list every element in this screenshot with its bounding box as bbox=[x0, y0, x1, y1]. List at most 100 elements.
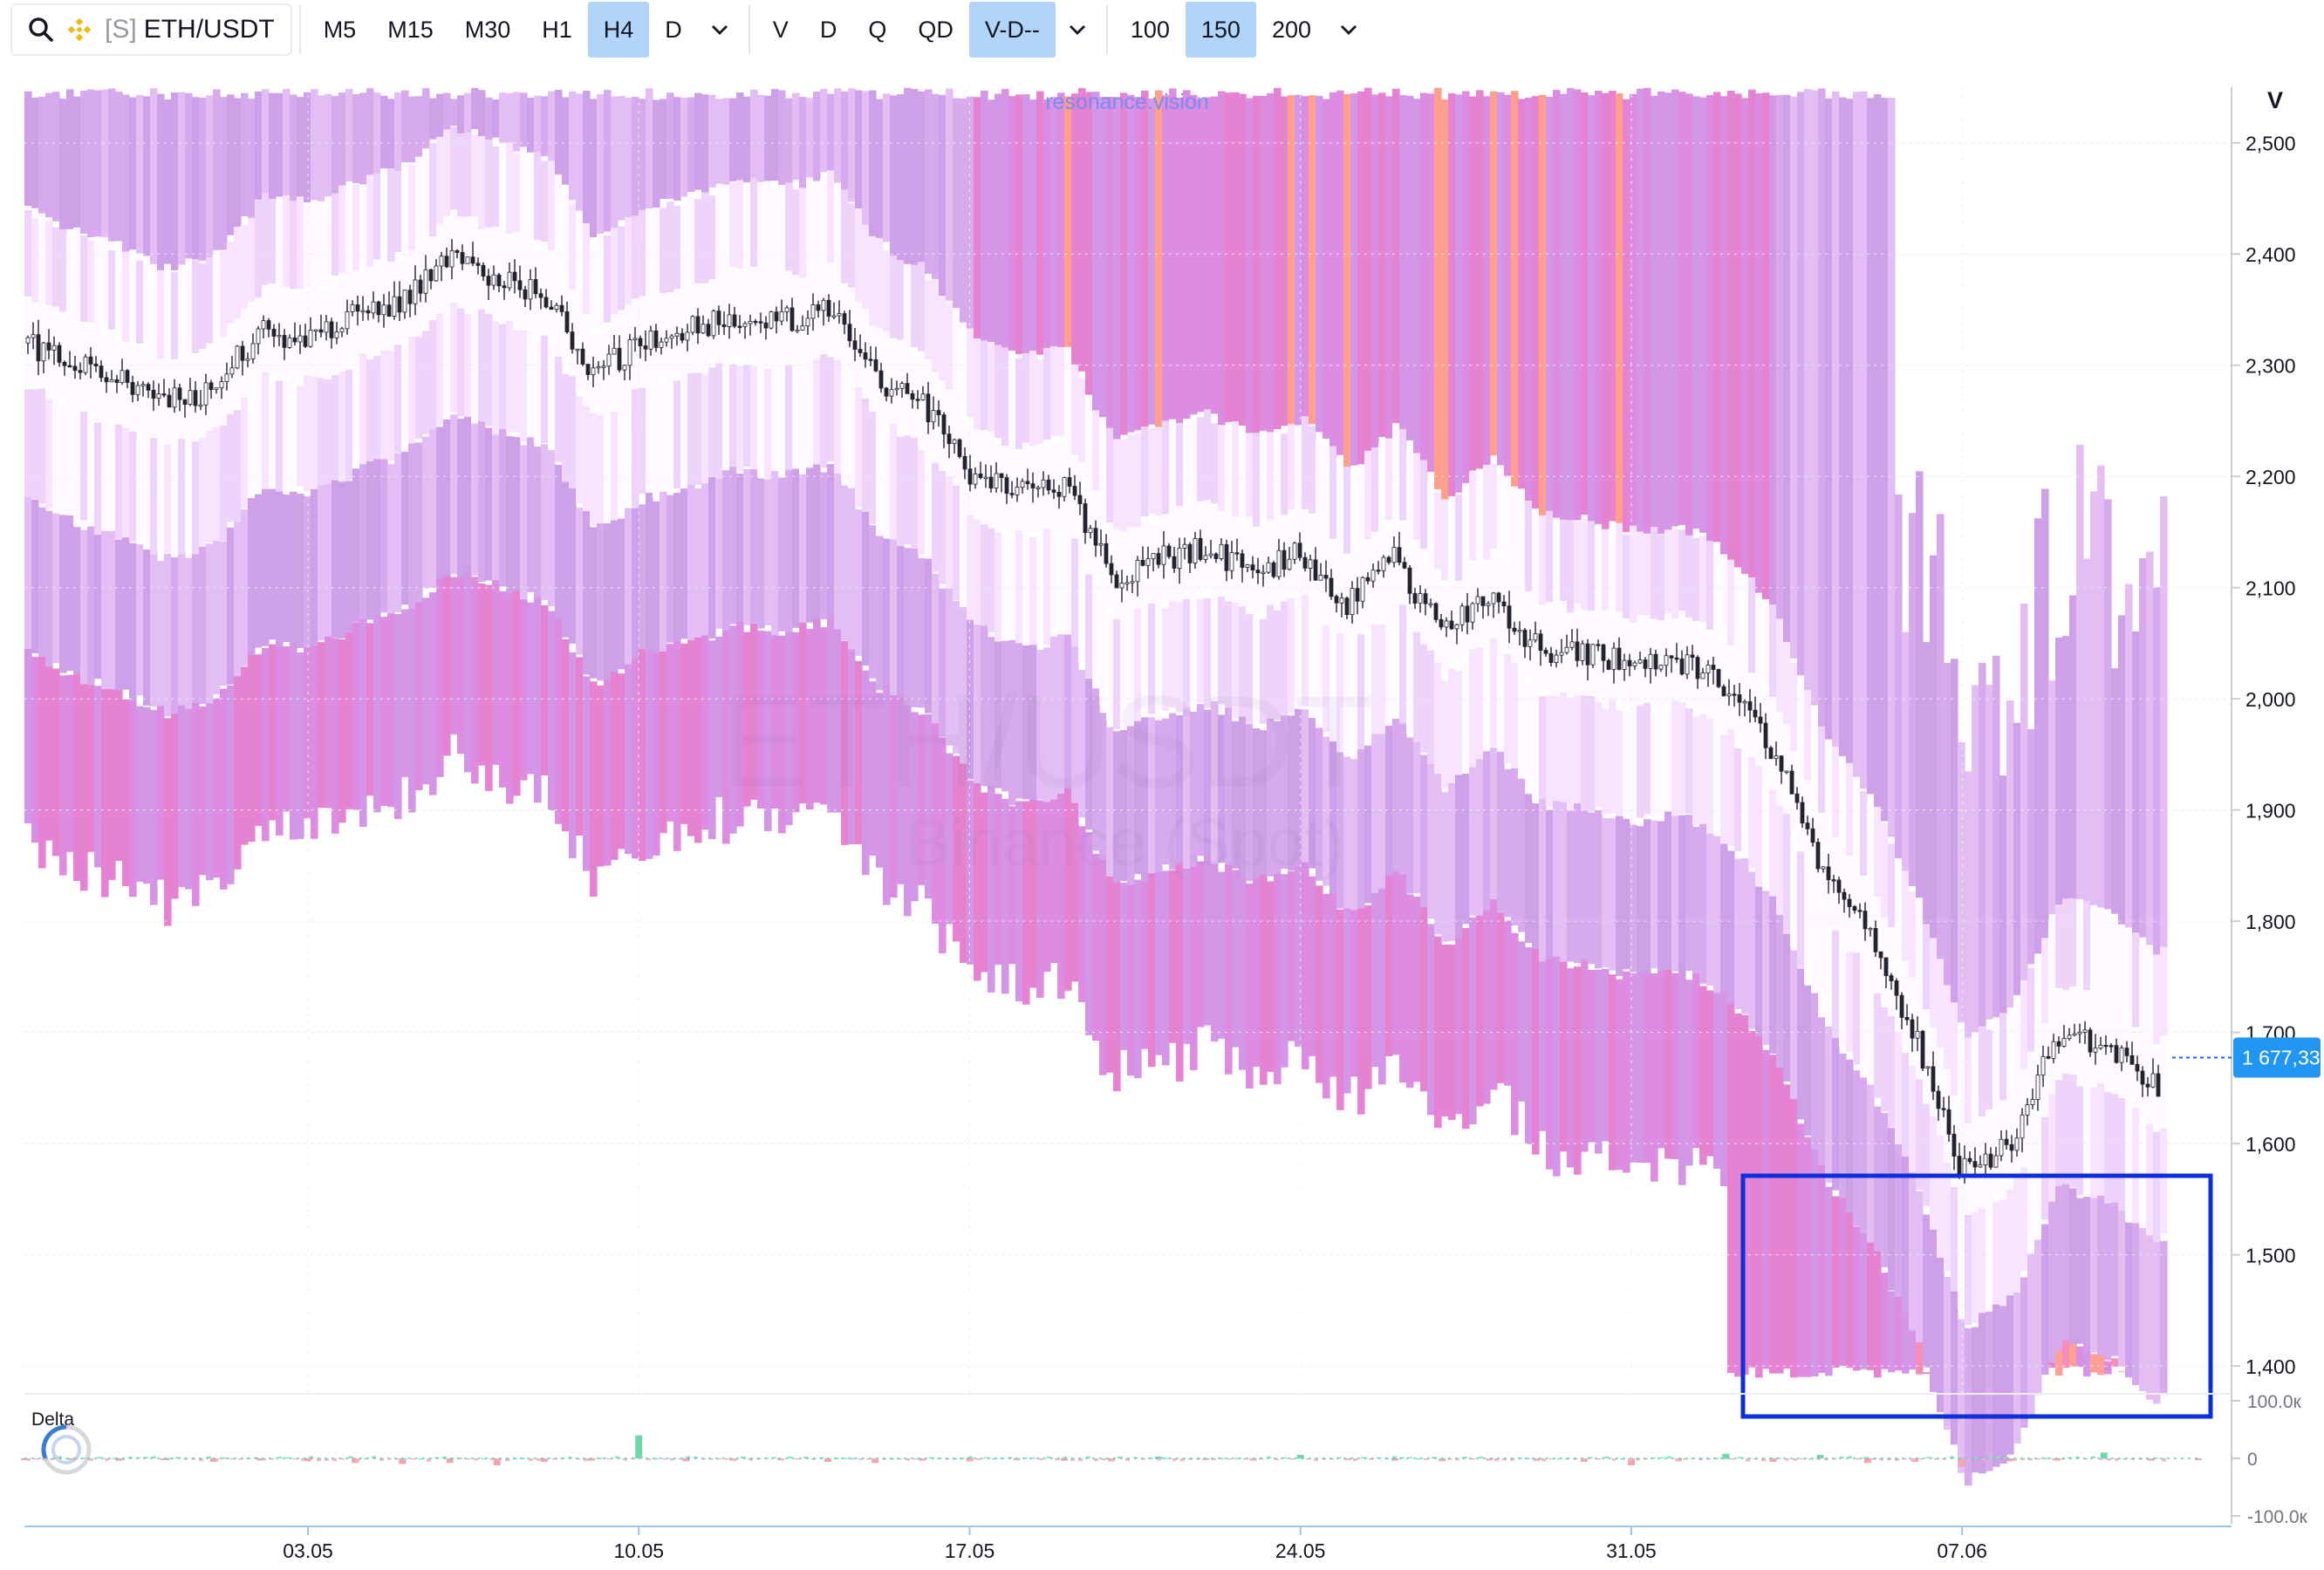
symbol-search-box[interactable]: [S] ETH/USDT bbox=[10, 3, 292, 56]
heatmap-cell bbox=[359, 618, 367, 827]
heatmap-cell bbox=[1888, 1291, 1896, 1373]
heatmap-cell bbox=[1022, 645, 1030, 800]
time-tick-label: 24.05 bbox=[1275, 1539, 1326, 1562]
delta-bar bbox=[1353, 1458, 1357, 1461]
heatmap-cell bbox=[248, 217, 256, 309]
timeframe-dropdown-button[interactable] bbox=[698, 2, 742, 58]
timeframe-button-d[interactable]: D bbox=[665, 16, 682, 43]
heatmap-cell bbox=[485, 427, 493, 581]
heatmap-cell bbox=[1120, 92, 1128, 435]
candle-body bbox=[1726, 693, 1732, 697]
heatmap-cell bbox=[1497, 913, 1505, 1083]
selection-box[interactable] bbox=[1740, 1173, 2213, 1419]
delta-bar bbox=[115, 1458, 123, 1461]
heatmap-cell bbox=[583, 511, 591, 675]
heatmap-cell bbox=[332, 374, 339, 481]
heatmap-cell bbox=[297, 97, 304, 206]
heatmap-cell bbox=[1155, 427, 1163, 516]
depth-button-100[interactable]: 100 bbox=[1130, 16, 1170, 43]
heatmap-cell bbox=[1525, 684, 1533, 794]
heatmap-cell bbox=[687, 484, 695, 643]
heatmap-cell bbox=[1874, 1251, 1882, 1378]
delta-bar bbox=[1863, 1458, 1871, 1464]
heatmap-cell bbox=[981, 625, 988, 787]
heatmap-cell bbox=[1832, 1196, 1840, 1369]
heatmap-cell bbox=[457, 308, 465, 417]
candle-body bbox=[2140, 1070, 2145, 1085]
candle-body bbox=[2098, 1044, 2103, 1049]
mode-button-v[interactable]: V bbox=[772, 16, 789, 43]
mode-button-qd[interactable]: QD bbox=[918, 16, 954, 43]
heatmap-cell bbox=[1078, 669, 1086, 818]
depth-button-200[interactable]: 200 bbox=[1271, 16, 1312, 43]
heatmap-cell bbox=[883, 686, 891, 905]
heatmap-cell bbox=[555, 619, 563, 824]
heatmap-cell bbox=[1595, 701, 1603, 808]
heatmap-cell bbox=[1490, 91, 1498, 456]
heatmap-cell bbox=[848, 386, 856, 499]
timeframe-button-m30[interactable]: M30 bbox=[464, 16, 511, 43]
candle-body bbox=[1266, 562, 1271, 573]
heatmap-cell bbox=[1378, 92, 1386, 437]
timeframe-button-m15[interactable]: M15 bbox=[387, 16, 434, 43]
heatmap-cell bbox=[1218, 714, 1226, 864]
heatmap-cell bbox=[1078, 88, 1086, 372]
heatmap-cell bbox=[338, 272, 346, 372]
timeframe-button-h4[interactable]: H4 bbox=[587, 2, 650, 58]
heatmap-cell bbox=[450, 99, 458, 126]
candle-body bbox=[1664, 655, 1669, 666]
heatmap-cell bbox=[1692, 973, 1700, 1149]
chart-area[interactable]: resonance.vision ETH/USDT Binance (Spot)… bbox=[0, 63, 2324, 1570]
heatmap-cell bbox=[1155, 720, 1163, 873]
depth-button-150[interactable]: 150 bbox=[1185, 2, 1256, 58]
mode-button-d[interactable]: D bbox=[819, 16, 837, 43]
mode-button-v-d[interactable]: V-D-- bbox=[968, 2, 1056, 58]
delta-bar bbox=[58, 1456, 62, 1458]
heatmap-cell bbox=[1204, 597, 1212, 708]
candle-body bbox=[800, 325, 805, 331]
heatmap-cell bbox=[890, 424, 898, 540]
delta-bar bbox=[906, 1458, 910, 1461]
delta-bar bbox=[694, 1457, 698, 1458]
heatmap-cell bbox=[2006, 1014, 2014, 1102]
heatmap-cell bbox=[31, 97, 39, 208]
heatmap-cell bbox=[953, 399, 960, 490]
timeframe-button-m5[interactable]: M5 bbox=[323, 16, 357, 43]
delta-bar bbox=[1157, 1458, 1161, 1461]
heatmap-cell bbox=[911, 264, 919, 347]
delta-bar bbox=[285, 1457, 290, 1459]
heatmap-cell bbox=[1699, 536, 1707, 622]
candle-body bbox=[973, 473, 978, 485]
mode-dropdown-button[interactable] bbox=[1056, 2, 1099, 58]
candle-body bbox=[554, 304, 559, 311]
heatmap-cell bbox=[1553, 90, 1561, 518]
mode-button-q[interactable]: Q bbox=[868, 16, 887, 43]
heatmap-cell bbox=[1197, 704, 1205, 857]
heatmap-cell bbox=[1218, 91, 1226, 426]
heatmap-cell bbox=[2104, 997, 2112, 1087]
heatmap-cell bbox=[1022, 94, 1030, 363]
depth-dropdown-button[interactable] bbox=[1327, 2, 1370, 58]
heatmap-cell bbox=[1022, 535, 1030, 652]
heatmap-cell bbox=[1741, 858, 1749, 1014]
timeframe-button-h1[interactable]: H1 bbox=[542, 16, 572, 43]
heatmap-cell bbox=[1937, 959, 1945, 1048]
candle-body bbox=[727, 314, 732, 327]
heatmap-cell bbox=[429, 319, 437, 433]
delta-bar bbox=[1777, 1457, 1781, 1459]
candle-body bbox=[533, 279, 538, 295]
heatmap-cell bbox=[1769, 896, 1777, 1054]
heatmap-cell bbox=[1504, 768, 1512, 918]
delta-bar bbox=[1165, 1457, 1169, 1459]
heatmap-cell bbox=[1448, 499, 1456, 583]
chart-canvas[interactable]: resonance.vision ETH/USDT Binance (Spot)… bbox=[0, 63, 2324, 1570]
heatmap-cell bbox=[1225, 92, 1233, 422]
candle-body bbox=[1941, 1108, 1946, 1110]
heatmap-cell bbox=[1064, 96, 1072, 347]
heatmap-cell bbox=[2069, 595, 2077, 906]
heatmap-cell bbox=[611, 520, 619, 677]
candle-body bbox=[1800, 802, 1805, 824]
heatmap-cell bbox=[45, 666, 53, 841]
heatmap-cell bbox=[220, 425, 228, 542]
search-icon bbox=[28, 17, 54, 43]
